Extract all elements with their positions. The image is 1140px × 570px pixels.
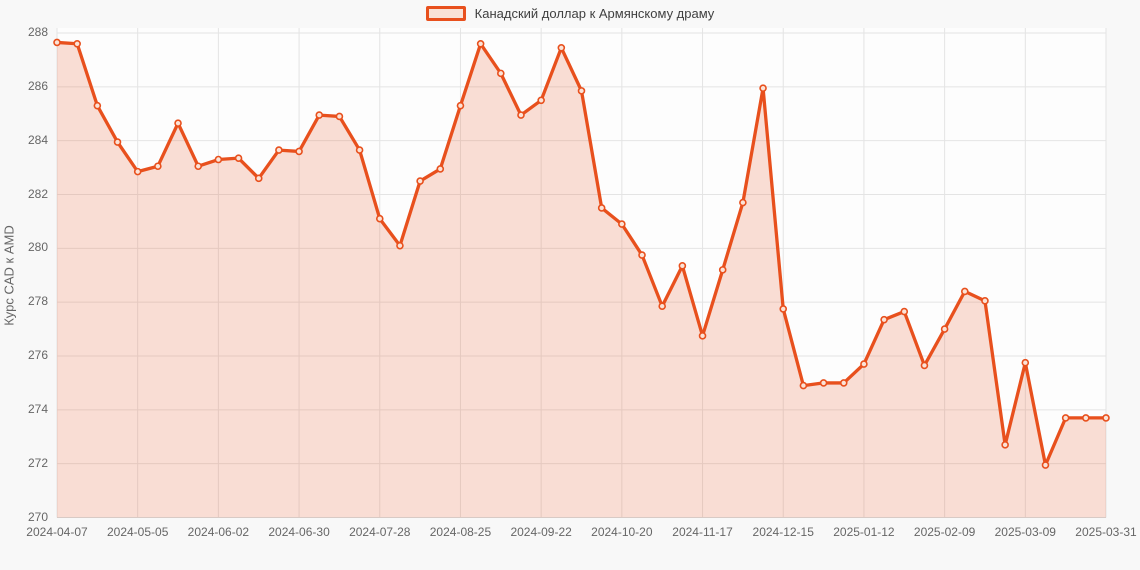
y-tick-label: 272 (27, 455, 48, 470)
x-tick-label: 2025-03-09 (994, 525, 1056, 539)
x-tick-label: 2024-08-25 (429, 525, 492, 539)
y-tick-label: 270 (27, 509, 48, 524)
x-tick-label: 2024-09-22 (510, 525, 572, 539)
x-tick-label: 2024-06-02 (187, 525, 250, 539)
data-point-marker[interactable] (517, 111, 525, 119)
data-point-marker[interactable] (1041, 461, 1050, 469)
data-point-marker[interactable] (476, 39, 485, 48)
x-tick-label: 2024-12-15 (752, 525, 814, 539)
data-point-marker[interactable] (557, 44, 566, 52)
x-tick-label: 2024-05-05 (106, 525, 169, 539)
plot-background (57, 28, 1106, 518)
y-axis-title: Курс CAD к AMD (1, 225, 17, 326)
data-point-marker[interactable] (436, 165, 445, 173)
y-tick-label: 280 (27, 240, 48, 255)
x-tick-label: 2024-07-28 (349, 525, 411, 539)
area-fill (57, 42, 1106, 518)
x-tick-label: 2025-01-12 (833, 525, 895, 539)
y-tick-label: 288 (27, 25, 48, 39)
data-point-marker[interactable] (981, 297, 989, 305)
data-point-marker[interactable] (900, 307, 909, 316)
data-point-marker[interactable] (960, 287, 969, 296)
data-point-marker[interactable] (174, 119, 182, 127)
data-point-marker[interactable] (577, 87, 586, 95)
x-tick-label: 2024-04-07 (26, 525, 88, 539)
data-point-marker[interactable] (93, 101, 102, 110)
data-point-marker[interactable] (597, 204, 606, 212)
y-tick-label: 274 (27, 401, 48, 416)
data-point-marker[interactable] (295, 147, 303, 156)
data-point-marker[interactable] (214, 155, 223, 164)
data-point-marker[interactable] (73, 39, 81, 48)
data-point-marker[interactable] (113, 138, 122, 146)
x-tick-label: 2024-06-30 (268, 525, 330, 539)
data-point-marker[interactable] (779, 305, 788, 313)
data-point-marker[interactable] (799, 381, 808, 390)
data-point-marker[interactable] (133, 167, 142, 176)
data-point-marker[interactable] (920, 361, 929, 370)
data-point-marker[interactable] (839, 379, 848, 387)
legend-label: Канадский доллар к Армянскому драму (474, 6, 715, 21)
data-point-marker[interactable] (1082, 414, 1090, 422)
legend-item[interactable]: Канадский доллар к Армянскому драму (0, 6, 1140, 21)
data-point-marker[interactable] (739, 198, 747, 207)
y-tick-label: 276 (27, 348, 48, 362)
data-point-marker[interactable] (1021, 358, 1030, 367)
legend-swatch-icon (425, 6, 466, 21)
data-point-marker[interactable] (154, 162, 162, 171)
y-tick-label: 282 (27, 186, 48, 201)
data-point-marker[interactable] (1001, 441, 1009, 449)
data-point-marker[interactable] (618, 220, 626, 228)
data-point-marker[interactable] (718, 266, 727, 274)
data-point-marker[interactable] (335, 112, 344, 121)
data-point-marker[interactable] (497, 69, 505, 78)
data-point-marker[interactable] (254, 174, 263, 183)
data-point-marker[interactable] (375, 214, 384, 223)
data-point-marker[interactable] (678, 262, 687, 270)
data-point-marker[interactable] (880, 315, 888, 324)
data-point-marker[interactable] (396, 241, 404, 250)
data-point-marker[interactable] (275, 146, 283, 154)
x-tick-label: 2025-02-09 (913, 525, 976, 539)
data-point-marker[interactable] (759, 84, 767, 92)
data-point-marker[interactable] (1061, 414, 1070, 422)
data-point-marker[interactable] (315, 111, 324, 119)
data-point-marker[interactable] (194, 162, 203, 171)
y-tick-label: 284 (27, 132, 48, 147)
data-point-marker[interactable] (940, 325, 949, 333)
x-tick-label: 2025-03-31 (1075, 525, 1137, 539)
x-tick-label: 2024-10-20 (591, 525, 653, 539)
y-tick-label: 286 (27, 78, 48, 93)
data-point-marker[interactable] (819, 379, 828, 387)
data-point-marker[interactable] (234, 154, 243, 162)
data-point-marker[interactable] (456, 101, 465, 110)
data-point-marker[interactable] (658, 302, 666, 311)
x-tick-label: 2024-11-17 (672, 525, 733, 539)
data-point-marker[interactable] (416, 177, 424, 185)
data-point-marker[interactable] (860, 360, 868, 368)
data-point-marker[interactable] (638, 251, 646, 259)
y-tick-label: 278 (27, 294, 48, 309)
data-point-marker[interactable] (355, 146, 364, 154)
data-point-marker[interactable] (698, 332, 707, 340)
data-point-marker[interactable] (53, 38, 61, 47)
data-point-marker[interactable] (1102, 414, 1110, 422)
data-point-marker[interactable] (537, 96, 545, 105)
